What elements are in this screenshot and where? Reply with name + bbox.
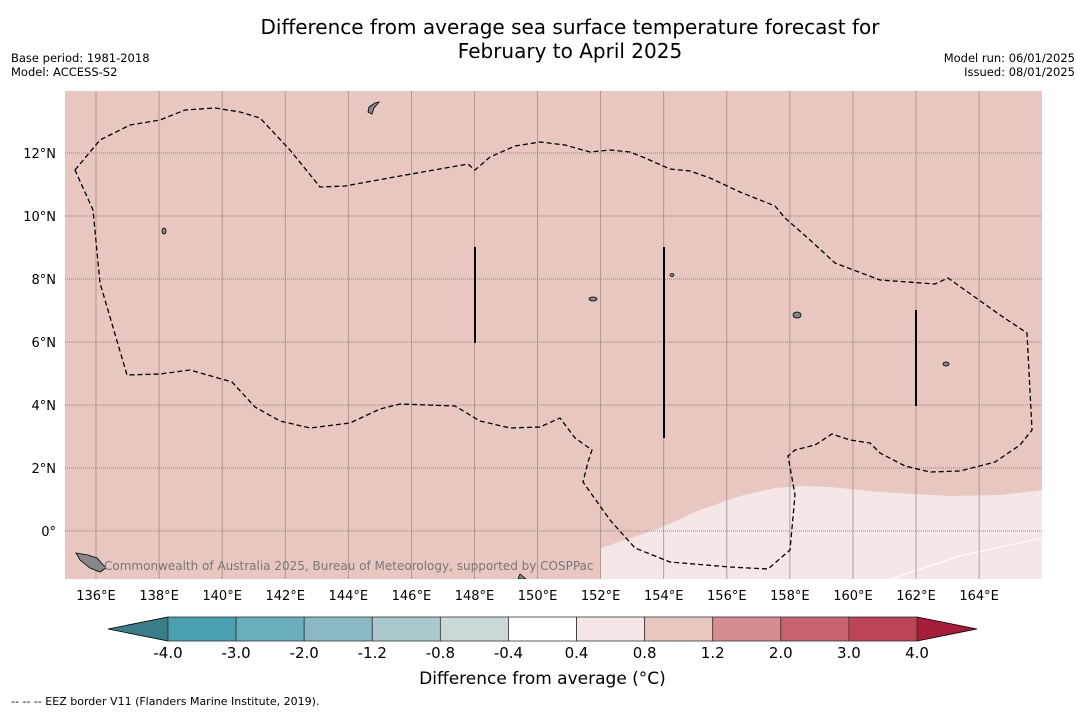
lon-tick-label: 148°E	[455, 589, 495, 604]
footnote: -- -- -- EEZ border V11 (Flanders Marine…	[11, 695, 320, 708]
lon-tick-label: 138°E	[139, 589, 179, 604]
colorbar-segment	[439, 616, 509, 642]
lat-tick-label: 8°N	[32, 273, 57, 288]
colorbar: -4.0 -3.0 -2.0 -1.2 -0.8 -0.4 0.4 0.8 1.2 2.0 3.0 4…	[107, 616, 978, 662]
lon-tick-label: 144°E	[329, 589, 369, 604]
lat-tick-label: 10°N	[23, 210, 56, 225]
map-area: Commonwealth of Australia 2025, Bureau o…	[65, 91, 1042, 579]
colorbar-tick-label: -1.2	[358, 644, 387, 662]
colorbar-segment	[508, 616, 577, 642]
lon-tick-label: 136°E	[76, 589, 116, 604]
issued-date: Issued: 08/01/2025	[964, 65, 1075, 79]
graticule	[65, 91, 1042, 579]
lon-tick-label: 154°E	[644, 589, 684, 604]
lon-tick-label: 160°E	[833, 589, 873, 604]
colorbar-tick-label: 0.8	[633, 644, 657, 662]
colorbar-segment	[576, 616, 646, 642]
colorbar-segment	[303, 616, 373, 642]
colorbar-segment	[644, 616, 714, 642]
lat-tick-label: 12°N	[23, 147, 56, 162]
colorbar-tick-label: 3.0	[837, 644, 861, 662]
lon-tick-label: 142°E	[265, 589, 305, 604]
eez-segments	[474, 247, 917, 438]
colorbar-tick-label: -0.4	[494, 644, 523, 662]
lat-tick-label: 2°N	[32, 462, 57, 477]
colorbar-segment	[848, 616, 918, 642]
lon-tick-label: 140°E	[202, 589, 242, 604]
title-line-2: February to April 2025	[457, 39, 683, 63]
colorbar-segment	[780, 616, 850, 642]
model-run: Model run: 06/01/2025	[943, 51, 1075, 65]
colorbar-tick-label: 2.0	[769, 644, 793, 662]
lat-tick-label: 6°N	[32, 336, 57, 351]
colorbar-tick-label: 1.2	[701, 644, 725, 662]
lon-tick-label: 146°E	[392, 589, 432, 604]
copyright-text: Commonwealth of Australia 2025, Bureau o…	[104, 559, 594, 573]
eez-border	[74, 107, 1033, 570]
colorbar-segment	[235, 616, 305, 642]
lon-tick-label: 158°E	[770, 589, 810, 604]
lon-tick-label: 152°E	[581, 589, 621, 604]
lat-tick-label: 0°	[41, 525, 56, 540]
colorbar-segment	[167, 616, 237, 642]
contour-line	[889, 537, 1042, 579]
chart-title: Difference from average sea surface temp…	[0, 15, 1085, 63]
lon-tick-label: 164°E	[959, 589, 999, 604]
anomaly-region-low	[601, 486, 1042, 579]
lon-tick-label: 156°E	[707, 589, 747, 604]
colorbar-tick-label: -0.8	[426, 644, 455, 662]
colorbar-tick-label: 4.0	[905, 644, 929, 662]
lat-tick-label: 4°N	[32, 399, 57, 414]
title-line-1: Difference from average sea surface temp…	[260, 15, 880, 39]
lon-tick-label: 150°E	[518, 589, 558, 604]
colorbar-segment	[712, 616, 782, 642]
colorbar-segment	[371, 616, 441, 642]
colorbar-under-triangle	[107, 616, 169, 642]
colorbar-tick-label: -3.0	[221, 644, 250, 662]
colorbar-label: Difference from average (°C)	[419, 669, 666, 689]
axis-labels: 136°E 138°E 140°E 142°E 144°E 146°E 148°E 150°E…	[23, 147, 999, 604]
colorbar-tick-label: 0.4	[565, 644, 589, 662]
lon-tick-label: 162°E	[896, 589, 936, 604]
colorbar-over-triangle	[916, 616, 978, 642]
colorbar-tick-label: -2.0	[290, 644, 319, 662]
base-period: Base period: 1981-2018	[11, 51, 150, 65]
islands	[75, 101, 950, 579]
colorbar-tick-label: -4.0	[153, 644, 182, 662]
model-name: Model: ACCESS-S2	[11, 65, 118, 79]
